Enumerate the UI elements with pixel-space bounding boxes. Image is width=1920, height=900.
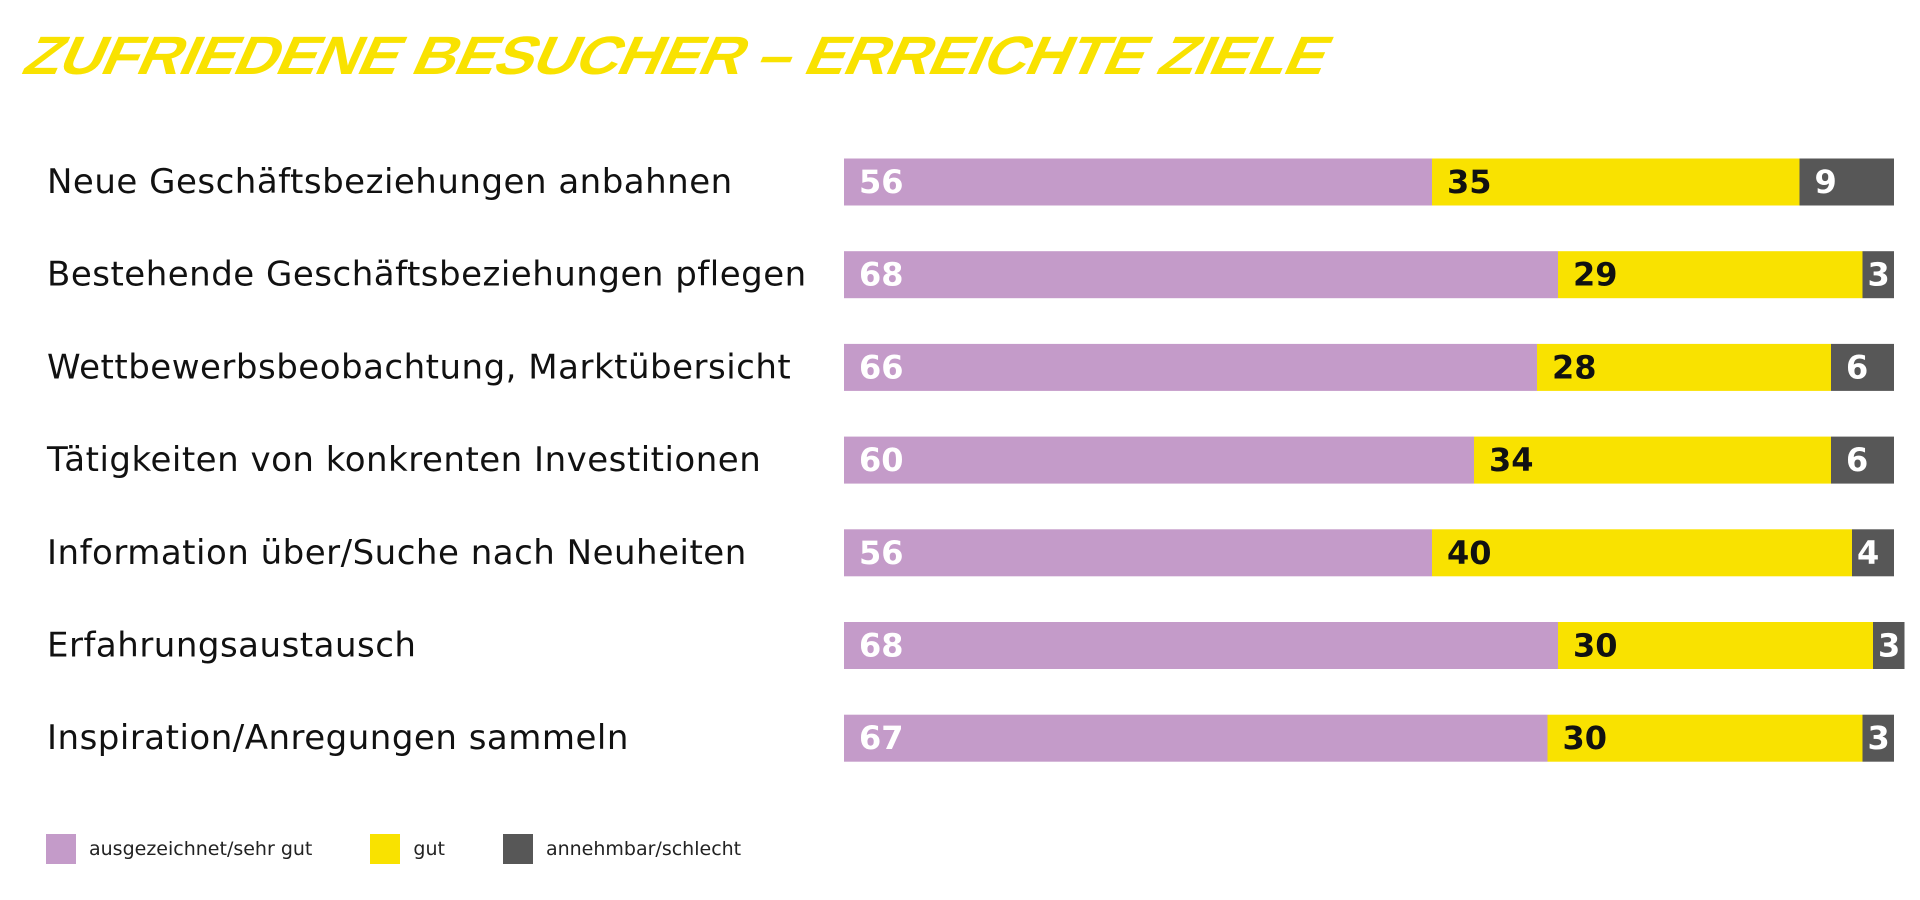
bar-segment <box>844 529 1432 577</box>
bar-segment <box>844 622 1558 669</box>
category-label: Wettbewerbsbeobachtung, Marktübersicht <box>47 347 791 387</box>
data-label: 29 <box>1573 256 1618 294</box>
data-label: 9 <box>1815 163 1837 201</box>
legend-label: annehmbar/schlecht <box>545 838 742 860</box>
category-label: Information über/Suche nach Neuheiten <box>47 533 747 573</box>
bar-segment <box>1862 251 1894 299</box>
data-label: 4 <box>1857 534 1879 572</box>
data-label: 68 <box>859 627 904 665</box>
bar-segment <box>1558 251 1863 299</box>
data-label: 3 <box>1878 627 1900 665</box>
bar-segment <box>844 436 1474 484</box>
category-label: Tätigkeiten von konkrenten Investitionen <box>46 440 761 480</box>
legend-swatch <box>46 834 76 864</box>
data-label: 40 <box>1447 534 1492 572</box>
data-label: 56 <box>859 534 904 572</box>
bar-segment <box>1558 622 1873 669</box>
bar-segment <box>1873 622 1905 669</box>
bar-segment <box>1862 714 1894 762</box>
legend-item: gut <box>370 834 445 864</box>
data-label: 30 <box>1563 719 1608 757</box>
bar-segment <box>844 343 1537 391</box>
category-label: Inspiration/Anregungen sammeln <box>47 718 629 758</box>
legend-label: ausgezeichnet/sehr gut <box>89 838 313 860</box>
bar-segment <box>844 714 1548 762</box>
bar-segment <box>1432 158 1800 206</box>
legend-swatch <box>502 834 533 864</box>
data-label: 30 <box>1573 627 1618 665</box>
category-label: Neue Geschäftsbeziehungen anbahnen <box>47 162 733 202</box>
data-label: 6 <box>1846 348 1868 386</box>
data-label: 28 <box>1552 348 1597 386</box>
bar-segment <box>1432 529 1852 577</box>
data-label: 66 <box>859 348 904 386</box>
legend: ausgezeichnet/sehr gut gut annehmbar/schle… <box>46 834 799 864</box>
data-label: 6 <box>1846 441 1868 479</box>
legend-item: ausgezeichnet/sehr gut <box>46 834 312 864</box>
data-label: 3 <box>1868 719 1890 757</box>
data-label: 67 <box>859 719 904 757</box>
bar-segment <box>1799 158 1894 206</box>
bar-segment <box>1474 436 1831 484</box>
bar-segment <box>844 251 1558 299</box>
bar-segment <box>1547 714 1863 762</box>
stacked-bar-chart: Neue Geschäftsbeziehungen anbahnen 56 35 9 B… <box>46 158 1905 762</box>
data-label: 60 <box>859 441 904 479</box>
bar-segment <box>844 158 1432 206</box>
category-label: Erfahrungsaustausch <box>47 626 416 666</box>
bar-segment <box>1537 343 1831 391</box>
legend-label: gut <box>413 838 445 860</box>
legend-item: annehmbar/schlecht <box>502 834 742 864</box>
data-label: 56 <box>859 163 904 201</box>
data-label: 3 <box>1868 256 1890 294</box>
bar-segment <box>1831 343 1894 391</box>
bar-segment <box>1852 529 1894 577</box>
data-label: 35 <box>1447 163 1492 201</box>
data-label: 68 <box>859 256 904 294</box>
legend-swatch <box>370 834 401 864</box>
category-label: Bestehende Geschäftsbeziehungen pflegen <box>47 255 807 295</box>
bar-segment <box>1831 436 1894 484</box>
data-label: 34 <box>1489 441 1534 479</box>
